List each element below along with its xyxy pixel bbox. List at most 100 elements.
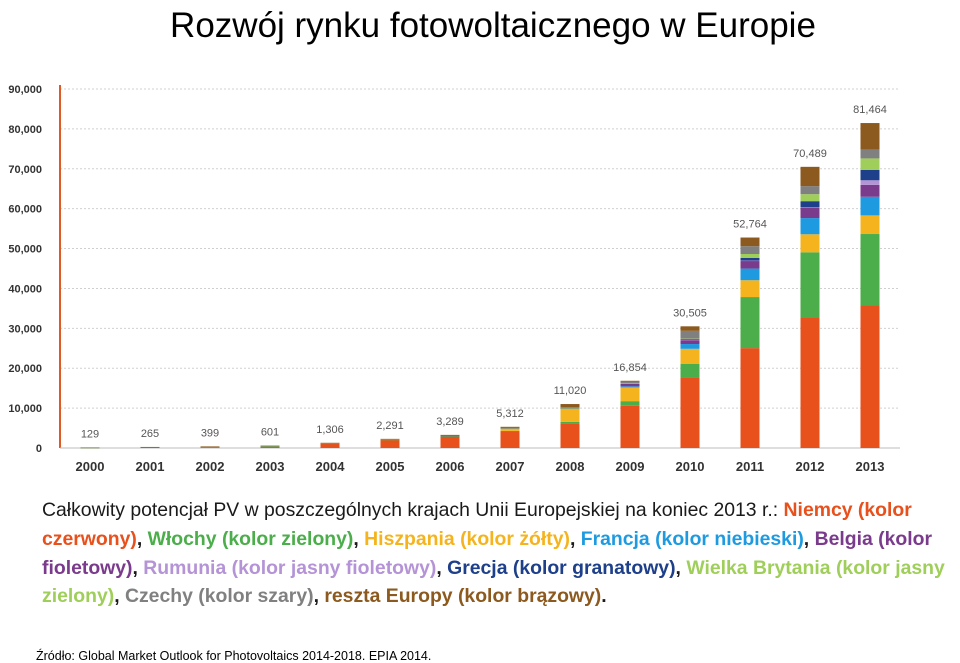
legend-entry: Niemcy (kolor czerwony) — [42, 499, 912, 550]
total-label: 30,505 — [673, 307, 707, 319]
bar-segment — [620, 387, 640, 402]
bar-segment — [740, 257, 760, 261]
y-tick-label: 70,000 — [8, 164, 42, 176]
bar-segment — [380, 439, 400, 440]
bar-segment — [740, 246, 760, 255]
bar-segment — [680, 326, 700, 331]
bar-segment — [860, 184, 880, 197]
bar-segment — [680, 344, 700, 349]
bar-segment — [800, 252, 820, 318]
legend-entry: Rumunia (kolor jasny fioletowy) — [143, 556, 437, 579]
total-label: 1,306 — [316, 424, 344, 436]
bar-segment — [740, 260, 760, 269]
y-tick-label: 90,000 — [8, 84, 42, 96]
total-label: 3,289 — [436, 416, 464, 428]
legend-entry: Czechy (kolor szary) — [124, 585, 314, 608]
bar-segment — [680, 348, 700, 365]
bar-segment — [860, 149, 880, 159]
bar-segment — [800, 317, 820, 448]
total-label: 399 — [201, 427, 219, 439]
bar-segment — [800, 218, 820, 235]
bar-segment — [560, 408, 580, 422]
bar-segment — [620, 405, 640, 448]
total-label: 70,489 — [793, 148, 827, 160]
x-tick-label: 2012 — [796, 459, 825, 474]
bar-segment — [860, 215, 880, 235]
x-tick-label: 2007 — [496, 459, 525, 474]
bar-segment — [680, 364, 700, 378]
bar-segment — [860, 123, 880, 150]
total-label: 2,291 — [376, 420, 404, 432]
bar-segment — [140, 446, 160, 448]
bar-segment — [320, 443, 340, 444]
legend-separator: , — [313, 585, 325, 608]
bar-segment — [680, 339, 700, 341]
bar-segment — [800, 186, 820, 195]
bar-segment — [440, 436, 460, 437]
bar-segment — [860, 234, 880, 306]
y-tick-label: 80,000 — [8, 124, 42, 136]
bar-segment — [320, 443, 340, 448]
bar-segment — [500, 430, 520, 432]
bar-segment — [620, 380, 640, 382]
bar-segment — [800, 201, 820, 208]
total-label: 16,854 — [613, 362, 647, 374]
bar-segment — [680, 339, 700, 340]
bar-segment — [740, 237, 760, 247]
legend-separator: , — [675, 556, 687, 579]
bar-segment — [440, 434, 460, 436]
bar-segment — [620, 383, 640, 385]
bar-segment — [680, 339, 700, 345]
legend-entry: Włochy (kolor zielony) — [147, 527, 354, 550]
x-tick-label: 2010 — [676, 459, 705, 474]
bar-segment — [740, 297, 760, 349]
bar-segment — [740, 348, 760, 448]
legend-separator: , — [114, 585, 125, 608]
legend-list: Niemcy (kolor czerwony), Włochy (kolor z… — [42, 499, 945, 607]
bar-segment — [440, 436, 460, 448]
bar-segment — [560, 407, 580, 408]
legend-separator: , — [136, 527, 148, 550]
source-note: Źródło: Global Market Outlook for Photov… — [36, 649, 432, 663]
legend-entry: Grecja (kolor granatowy) — [447, 556, 676, 579]
legend-separator: , — [353, 527, 365, 550]
y-tick-label: 30,000 — [8, 323, 42, 335]
bar-segment — [680, 377, 700, 448]
bar-segment — [680, 338, 700, 340]
bar-segment — [680, 330, 700, 339]
bar-segment — [200, 446, 220, 448]
total-label: 265 — [141, 428, 159, 440]
y-tick-label: 20,000 — [8, 363, 42, 375]
bar-segment — [740, 280, 760, 298]
bar-segment — [620, 381, 640, 384]
bar-segment — [800, 207, 820, 208]
legend-separator: , — [803, 527, 815, 550]
bar-segment — [560, 423, 580, 448]
total-label: 601 — [261, 427, 279, 439]
x-tick-label: 2013 — [856, 459, 885, 474]
legend-separator: , — [436, 556, 448, 579]
bar-segment — [560, 404, 580, 408]
bar-segment — [800, 207, 820, 219]
total-label: 129 — [81, 428, 99, 440]
legend-separator: , — [569, 527, 581, 550]
bar-segment — [320, 442, 340, 444]
y-tick-label: 0 — [36, 443, 42, 455]
bar-segment — [860, 196, 880, 216]
y-tick-label: 50,000 — [8, 244, 42, 256]
x-tick-label: 2009 — [616, 459, 645, 474]
page-title: Rozwój rynku fotowoltaicznego w Europie — [170, 6, 816, 45]
x-tick-label: 2005 — [376, 459, 405, 474]
x-tick-label: 2006 — [436, 459, 465, 474]
y-tick-label: 10,000 — [8, 403, 42, 415]
bar-segment — [500, 431, 520, 448]
bar-segment — [860, 180, 880, 185]
bar-segment — [800, 166, 820, 187]
bar-segment — [500, 427, 520, 429]
bar-segment — [620, 383, 640, 387]
bar-segment — [860, 158, 880, 170]
stacked-bar-chart: 0 10,000 20,000 30,000 40,000 50,000 60,000 70,… — [8, 84, 900, 474]
bar-segment — [560, 421, 580, 424]
bar-segment — [260, 446, 280, 448]
bar-segment — [200, 446, 220, 448]
